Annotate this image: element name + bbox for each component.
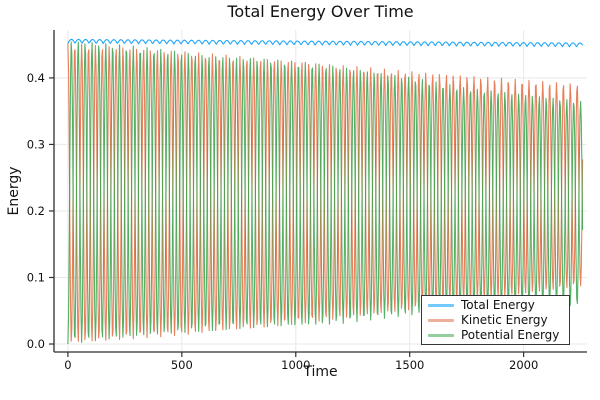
series-kinetic-energy [67, 43, 584, 342]
legend-label: Potential Energy [461, 328, 560, 342]
legend-line-potential-energy [428, 333, 454, 337]
x-tick-label: 1500 [395, 358, 424, 372]
y-tick-label: 0.4 [27, 71, 45, 85]
series-total-energy [67, 38, 584, 48]
legend-line-total-energy [428, 303, 454, 307]
legend-label: Total Energy [461, 298, 535, 312]
legend-label: Kinetic Energy [461, 313, 548, 327]
x-tick-label: 500 [171, 358, 193, 372]
x-axis-label: Time [303, 364, 338, 380]
legend-item: Potential Energy [428, 328, 563, 342]
x-tick-label: 1000 [281, 358, 310, 372]
legend-item: Total Energy [428, 298, 563, 312]
y-tick-label: 0.2 [27, 204, 45, 218]
legend-item: Kinetic Energy [428, 313, 563, 327]
y-axis-label: Energy [6, 166, 22, 216]
series-potential-energy [67, 41, 584, 345]
y-tick-label: 0.3 [27, 137, 45, 151]
y-tick-label: 0.1 [27, 270, 45, 284]
chart-title: Total Energy Over Time [227, 2, 414, 21]
legend-line-kinetic-energy [428, 318, 454, 322]
x-tick-label: 0 [64, 358, 71, 372]
legend: Total Energy Kinetic Energy Potential En… [421, 295, 570, 345]
y-tick-label: 0.0 [27, 337, 45, 351]
x-tick-label: 2000 [509, 358, 538, 372]
